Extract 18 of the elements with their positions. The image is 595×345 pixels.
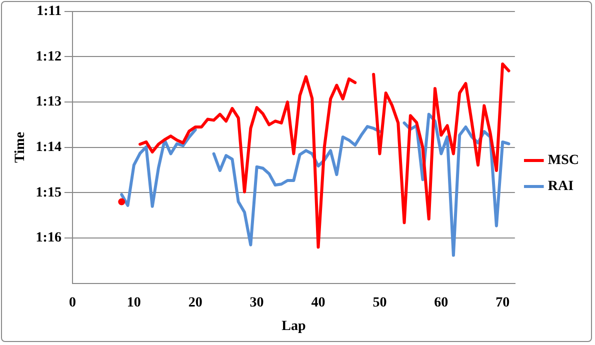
x-tick-label: 50: [372, 295, 387, 310]
y-tick-label: 1:12: [36, 49, 62, 64]
y-axis-title: Time: [13, 132, 28, 163]
y-tick-label: 1:14: [36, 140, 62, 156]
x-tick-label: 60: [434, 295, 448, 310]
x-tick-label: 0: [68, 295, 76, 310]
legend-label: RAI: [548, 179, 574, 194]
x-tick-label: 30: [250, 295, 264, 310]
legend-label: MSC: [548, 153, 580, 168]
y-tick-label: 1:16: [36, 230, 62, 246]
y-tick-label: 1:13: [36, 94, 62, 110]
x-tick-label: 20: [188, 295, 202, 310]
x-tick-label: 40: [311, 295, 326, 310]
y-tick-label: 1:15: [36, 185, 62, 200]
x-axis-title: Lap: [282, 319, 306, 334]
x-tick-label: 10: [126, 295, 141, 310]
x-tick-label: 70: [496, 295, 510, 310]
y-tick-label: 1:11: [36, 4, 62, 20]
